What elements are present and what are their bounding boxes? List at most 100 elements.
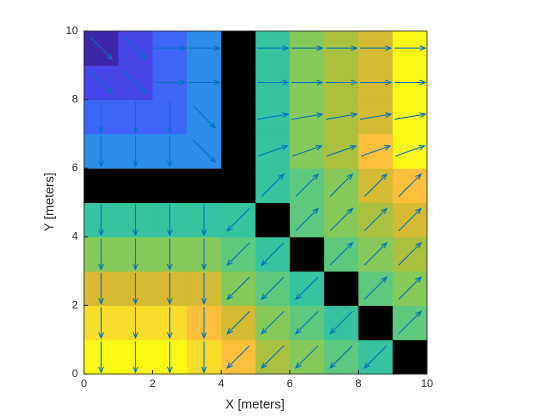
y-tick-label: 2 (72, 299, 78, 311)
cell (289, 236, 325, 272)
arrow-head (201, 366, 207, 374)
arrow-head (140, 87, 148, 95)
arrow-head (166, 332, 173, 340)
arrow (201, 238, 207, 271)
arrow (257, 45, 290, 51)
arrow-head (315, 145, 323, 151)
arrow (326, 145, 358, 157)
arrow (98, 135, 104, 168)
arrow-head (213, 45, 221, 51)
arrow-head (350, 45, 358, 51)
arrow (123, 70, 148, 95)
arrow-shaft (364, 173, 388, 197)
arrow (360, 79, 393, 86)
arrow (364, 276, 388, 300)
arrow (329, 207, 354, 232)
arrow-shaft (326, 145, 356, 157)
arrow (123, 36, 148, 61)
arrow-head (132, 366, 139, 374)
arrow (364, 241, 388, 266)
arrow-head (226, 327, 233, 335)
cell (255, 202, 291, 238)
arrow-head (132, 332, 139, 340)
arrow-head (201, 297, 207, 305)
arrow-head (282, 79, 290, 86)
arrow (98, 101, 104, 134)
arrow-head (419, 112, 427, 118)
arrow (394, 112, 427, 120)
arrow-head (226, 225, 233, 232)
arrow (98, 204, 104, 237)
arrow-head (226, 293, 233, 301)
arrow (192, 105, 217, 129)
arrow-shaft (89, 70, 113, 94)
arrow-head (316, 79, 324, 86)
arrow-head (350, 79, 358, 86)
arrow-head (380, 241, 388, 249)
y-tick-label: 0 (72, 368, 78, 380)
arrow-shaft (295, 276, 319, 300)
arrow-head (226, 259, 233, 267)
arrow-shaft (123, 36, 147, 60)
arrow-head (98, 366, 104, 374)
arrow-shaft (226, 242, 250, 266)
arrow-shaft (395, 145, 425, 157)
arrow-head (98, 126, 104, 134)
arrow-shaft (226, 276, 250, 300)
arrow (166, 204, 173, 237)
arrow-shaft (295, 208, 319, 232)
arrow (395, 145, 426, 157)
arrow-shaft (360, 145, 391, 157)
arrow-head (415, 207, 422, 215)
arrow (226, 208, 250, 232)
arrow-shaft (192, 139, 216, 163)
arrow-shaft (325, 113, 357, 120)
arrow-head (419, 45, 427, 51)
cell (84, 168, 119, 203)
arrow (261, 173, 285, 197)
cell (152, 168, 188, 203)
arrow (154, 45, 187, 51)
arrow-head (294, 293, 302, 301)
arrow (364, 207, 388, 232)
arrow-head (312, 207, 320, 215)
arrow (363, 345, 388, 369)
arrow-shaft (329, 345, 353, 369)
arrow-head (349, 145, 358, 151)
arrow-head (179, 45, 187, 51)
arrow-head (166, 366, 173, 374)
arrow-head (166, 126, 173, 134)
arrow (132, 238, 139, 271)
arrow (360, 45, 393, 51)
arrow (98, 272, 104, 305)
arrow-head (415, 173, 422, 180)
arrow (89, 36, 114, 61)
arrow (360, 112, 393, 120)
cell (392, 339, 428, 375)
arrow-head (166, 297, 173, 305)
cell (221, 133, 256, 169)
cell (221, 168, 256, 203)
arrow-head (132, 263, 139, 271)
arrow-shaft (329, 242, 353, 266)
x-tick-label: 0 (81, 378, 87, 390)
arrow (132, 272, 139, 305)
arrow-head (98, 229, 104, 237)
arrow-shaft (261, 173, 285, 197)
arrow-head (260, 362, 268, 369)
arrow-head (385, 45, 393, 51)
arrow-shaft (261, 345, 285, 369)
arrow (201, 341, 207, 374)
arrow (192, 139, 217, 164)
x-tick-label: 6 (287, 378, 293, 390)
arrow (257, 79, 290, 86)
x-tick-label: 4 (218, 378, 224, 390)
arrow-shaft (329, 173, 353, 197)
arrow-head (98, 263, 104, 271)
arrow-head (312, 173, 320, 180)
arrow-shaft (261, 242, 285, 266)
arrow-shaft (226, 311, 250, 335)
arrow-head (166, 160, 173, 168)
arrow (295, 207, 320, 232)
arrow (291, 112, 324, 120)
